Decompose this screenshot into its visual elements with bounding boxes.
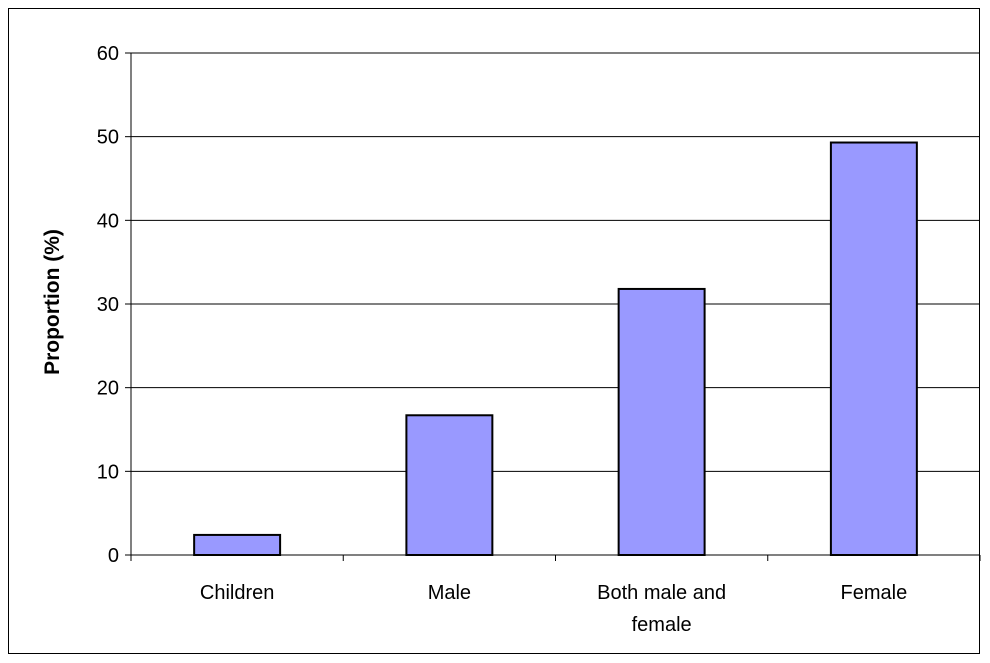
bar [829,141,918,556]
y-tick-label: 60 [97,43,119,65]
x-category-label: Children [200,582,274,604]
x-category-label-line: Children [200,582,274,604]
y-axis-title: Proportion (%) [41,229,64,375]
y-tick-label: 40 [97,210,119,232]
x-category-label-line: Both male and [597,582,726,604]
y-tick-label: 20 [97,378,119,400]
bar [405,414,494,556]
bar [193,533,282,556]
y-tick-label: 10 [97,461,119,483]
x-category-label-line: Female [841,582,908,604]
y-tick-label: 30 [97,294,119,316]
chart-frame [8,8,980,654]
y-tick-label: 0 [108,545,119,567]
x-category-label: Both male and female [597,582,726,636]
bars [193,141,918,556]
x-category-label-line: Male [428,582,471,604]
x-category-label: Female [841,582,908,604]
axes [125,52,981,561]
x-category-label: Male [428,582,471,604]
y-tick-label: 50 [97,127,119,149]
x-category-label-line: female [632,614,692,636]
labels: 0 10 20 30 40 50 60 Children Male Both male and fe… [97,43,907,636]
bar [617,287,706,556]
